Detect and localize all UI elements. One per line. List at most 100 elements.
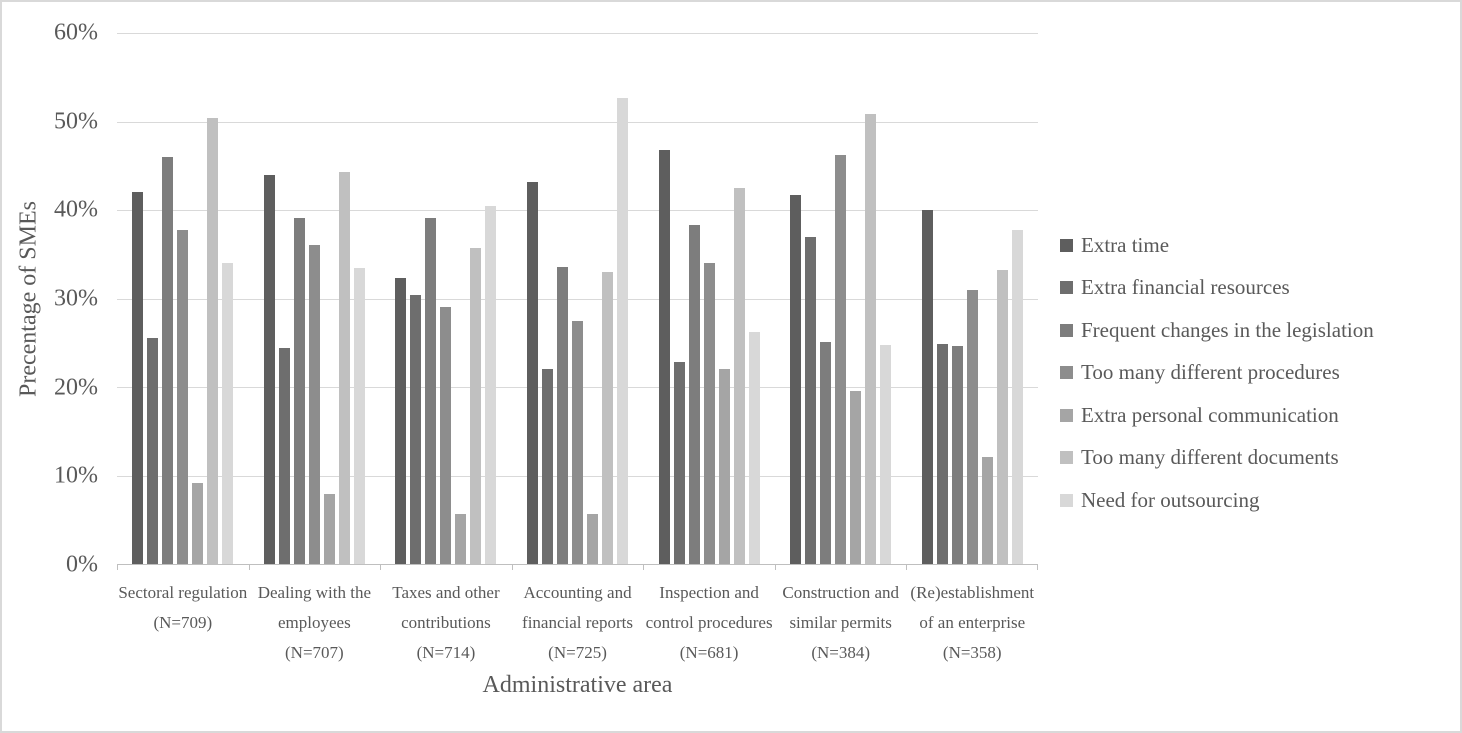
legend-item: Extra personal communication xyxy=(1060,394,1374,437)
bar-group xyxy=(117,33,249,564)
bar xyxy=(527,181,539,564)
legend-label: Extra time xyxy=(1081,232,1170,257)
bar xyxy=(222,263,234,564)
category-label-line: (N=709) xyxy=(153,613,213,632)
category-label-line: Taxes and other xyxy=(392,583,500,602)
legend-label: Too many different procedures xyxy=(1081,360,1340,385)
gridline xyxy=(117,298,1038,300)
legend-label: Need for outsourcing xyxy=(1081,487,1260,512)
category-label-line: financial reports xyxy=(522,613,633,632)
bar xyxy=(323,494,335,564)
y-tick-label: 60% xyxy=(54,19,98,46)
legend: Extra time Extra financial resources Frequ… xyxy=(1060,224,1374,522)
bar xyxy=(966,289,978,564)
legend-item: Too many different procedures xyxy=(1060,352,1374,395)
bar xyxy=(805,236,817,564)
category-label-line: (N=725) xyxy=(548,643,607,662)
category-label-line: (N=707) xyxy=(285,643,344,662)
bar xyxy=(192,482,204,564)
gridline xyxy=(117,121,1038,123)
bar-group xyxy=(906,33,1038,564)
category-label: Inspection and control procedures (N=681) xyxy=(643,578,775,668)
bar xyxy=(865,114,877,564)
bar xyxy=(790,194,802,564)
bar xyxy=(425,217,437,564)
bar xyxy=(850,391,862,564)
legend-swatch-icon xyxy=(1060,281,1073,295)
category-label-line: Sectoral regulation xyxy=(118,583,248,602)
bar xyxy=(981,456,993,564)
category-label: Taxes and other contributions (N=714) xyxy=(380,578,512,668)
x-axis-tick xyxy=(643,564,645,570)
category-label-line: Dealing with the xyxy=(257,583,372,602)
y-tick-label: 30% xyxy=(54,285,98,312)
bar xyxy=(395,278,407,564)
bar xyxy=(996,270,1008,564)
bar xyxy=(293,217,305,564)
bar xyxy=(921,210,933,564)
bar xyxy=(278,348,290,564)
gridline xyxy=(117,210,1038,212)
bar xyxy=(132,192,144,564)
bar xyxy=(207,117,219,564)
bar xyxy=(602,271,614,564)
bar xyxy=(880,344,892,564)
bar xyxy=(572,320,584,564)
category-label-line: (N=384) xyxy=(811,643,871,662)
bar xyxy=(658,149,670,564)
category-label-line: employees xyxy=(278,613,351,632)
bar xyxy=(542,369,554,564)
y-tick-label: 50% xyxy=(54,108,98,135)
legend-swatch-icon xyxy=(1060,323,1073,337)
bar xyxy=(673,362,685,564)
bar xyxy=(470,248,482,564)
category-label-line: similar permits xyxy=(789,613,892,632)
bar xyxy=(688,225,700,564)
legend-label: Frequent changes in the legislation xyxy=(1081,317,1374,342)
legend-swatch-icon xyxy=(1060,493,1073,507)
y-tick-label: 10% xyxy=(54,462,98,489)
x-axis-tick xyxy=(774,564,776,570)
bar xyxy=(485,206,497,564)
legend-swatch-icon xyxy=(1060,451,1073,465)
legend-item: Extra time xyxy=(1060,224,1374,267)
bar-group xyxy=(380,33,512,564)
bar xyxy=(353,267,365,564)
bar-group xyxy=(775,33,907,564)
x-axis-tick xyxy=(380,564,382,570)
bar xyxy=(557,266,569,564)
bar xyxy=(1011,230,1023,564)
legend-swatch-icon xyxy=(1060,238,1073,252)
category-label-line: (N=681) xyxy=(679,643,739,662)
x-axis-category-labels: Sectoral regulation (N=709) Dealing with t… xyxy=(117,578,1038,668)
x-axis-tick xyxy=(117,564,118,570)
bar xyxy=(617,97,629,564)
category-label-line: Construction and xyxy=(782,583,899,602)
category-label-line: (N=714) xyxy=(416,643,476,662)
plot-area xyxy=(117,33,1038,570)
category-label-line: control procedures xyxy=(645,613,773,632)
bar-group xyxy=(249,33,381,564)
category-label-line: contributions xyxy=(401,613,491,632)
legend-label: Extra personal communication xyxy=(1081,402,1339,427)
bar xyxy=(718,369,730,564)
bar xyxy=(820,341,832,564)
category-label-line: Accounting and xyxy=(523,583,632,602)
bar-groups xyxy=(117,33,1038,564)
category-label: Sectoral regulation (N=709) xyxy=(117,578,249,638)
legend-swatch-icon xyxy=(1060,408,1073,422)
legend-swatch-icon xyxy=(1060,366,1073,380)
bar xyxy=(263,174,275,564)
category-label: Accounting and financial reports (N=725) xyxy=(512,578,644,668)
category-label-line: (Re)establishment xyxy=(910,583,1035,602)
x-axis-tick xyxy=(511,564,513,570)
legend-item: Too many different documents xyxy=(1060,437,1374,480)
legend-item: Extra financial resources xyxy=(1060,267,1374,310)
x-axis-tick xyxy=(906,564,908,570)
x-axis-title: Administrative area xyxy=(482,672,673,698)
bar xyxy=(951,346,963,564)
bar xyxy=(410,294,422,564)
category-label: Dealing with the employees (N=707) xyxy=(249,578,381,668)
legend-label: Extra financial resources xyxy=(1081,275,1290,300)
